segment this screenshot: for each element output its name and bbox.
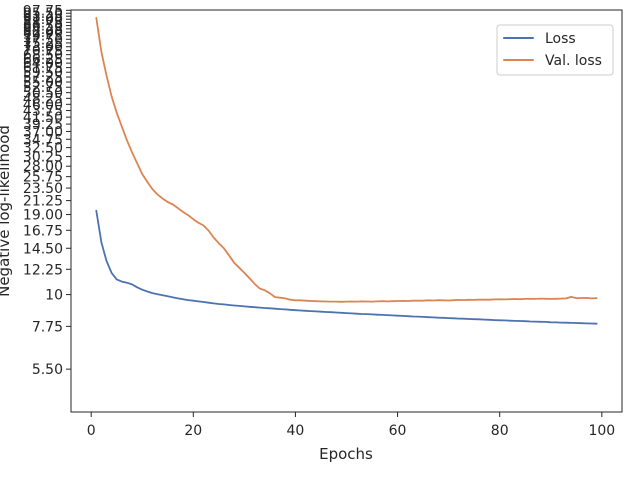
x-tick-label: 60: [389, 423, 407, 439]
y-axis-label: Negative log-likelihood: [0, 125, 13, 297]
y-tick-label: 97.75: [23, 3, 63, 19]
legend: Loss Val. loss: [496, 24, 614, 76]
y-tick-label: 19.00: [23, 208, 63, 224]
y-tick-label: 48.25: [23, 91, 63, 107]
y-tick-label: 70.75: [23, 44, 63, 60]
y-tick-label: 39.25: [23, 117, 63, 133]
y-tick-label: 5.50: [32, 362, 63, 378]
x-axis-ticks: 0 20 40 60 80 100: [87, 412, 615, 439]
y-tick-label: 50.50: [23, 86, 63, 102]
y-tick-label: 64.00: [23, 56, 63, 72]
y-tick-label: 34.75: [23, 132, 63, 148]
y-tick-label: 21.25: [23, 194, 63, 210]
x-tick-label: 0: [87, 423, 96, 439]
y-tick-label: 68.50: [23, 48, 63, 64]
y-tick-label: 86.50: [23, 19, 63, 35]
y-tick-label: 93.25: [23, 9, 63, 25]
y-tick-label: 79.75: [23, 29, 63, 45]
y-tick-label: 46.00: [23, 97, 63, 113]
y-tick-label: 88.75: [23, 15, 63, 31]
y-tick-label: 43.75: [23, 104, 63, 120]
legend-label-val-loss: Val. loss: [545, 53, 602, 69]
y-tick-label: 91.00: [23, 12, 63, 28]
y-tick-label: 82.00: [23, 25, 63, 41]
y-tick-label: 55.00: [23, 75, 63, 91]
series-line-val-loss: [95, 16, 598, 303]
y-tick-label: 66.25: [23, 52, 63, 68]
legend-label-loss: Loss: [545, 31, 576, 47]
x-tick-label: 40: [287, 423, 305, 439]
y-tick-label: 95.50: [23, 6, 63, 22]
plot-area: [70, 9, 623, 413]
y-tick-label: 52.75: [23, 80, 63, 96]
y-tick-label: 41.50: [23, 110, 63, 126]
y-tick-label: 59.50: [23, 65, 63, 81]
y-tick-label: 84.25: [23, 22, 63, 38]
x-axis-label: Epochs: [319, 445, 373, 463]
y-tick-label: 32.50: [23, 141, 63, 157]
series-line-loss: [95, 209, 598, 325]
y-tick-label: 23.50: [23, 181, 63, 197]
y-tick-label: 37.00: [23, 124, 63, 140]
y-tick-label: 57.25: [23, 70, 63, 86]
x-tick-label: 80: [491, 423, 509, 439]
y-tick-label: 61.75: [23, 61, 63, 77]
series-layer: [95, 16, 598, 325]
y-tick-label: 10: [45, 288, 63, 304]
y-tick-label: 16.75: [23, 223, 63, 239]
y-tick-label: 25.75: [23, 170, 63, 186]
y-tick-label: 7.75: [32, 319, 63, 335]
y-tick-label: 30.25: [23, 150, 63, 166]
y-tick-label: 75.25: [23, 36, 63, 52]
y-tick-label: 12.25: [23, 262, 63, 278]
y-tick-label: 28.00: [23, 159, 63, 175]
x-tick-label: 20: [184, 423, 202, 439]
y-axis-ticks: 5.50 7.75 10 12.25 14.50 16.7519.0021.2523.50…: [23, 3, 71, 378]
y-tick-label: 77.50: [23, 32, 63, 48]
y-tick-label: 73.00: [23, 40, 63, 56]
x-tick-label: 100: [588, 423, 615, 439]
y-tick-label: 14.50: [23, 241, 63, 257]
